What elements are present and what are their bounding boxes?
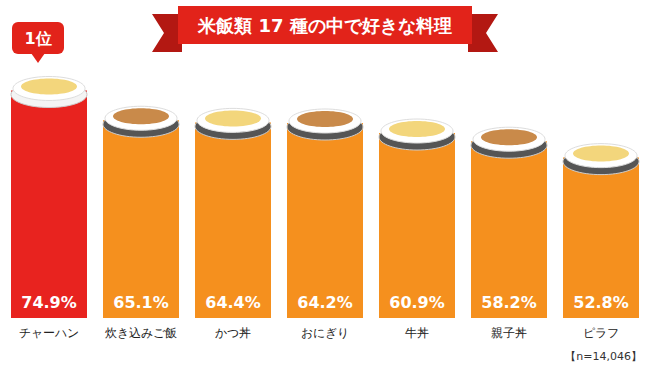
svg-text:64.2%: 64.2% [297, 293, 353, 312]
svg-text:1位: 1位 [24, 29, 51, 48]
svg-text:親子丼: 親子丼 [491, 326, 527, 340]
svg-text:ピラフ: ピラフ [583, 326, 619, 340]
svg-text:米飯類 17 種の中で好きな料理: 米飯類 17 種の中で好きな料理 [197, 15, 452, 36]
svg-text:炊き込みご飯: 炊き込みご飯 [105, 326, 177, 340]
svg-text:58.2%: 58.2% [481, 293, 537, 312]
svg-text:74.9%: 74.9% [21, 293, 77, 312]
svg-text:60.9%: 60.9% [389, 293, 445, 312]
svg-text:牛丼: 牛丼 [405, 326, 429, 340]
svg-text:52.8%: 52.8% [573, 293, 629, 312]
svg-text:【n=14,046】: 【n=14,046】 [565, 350, 642, 363]
svg-text:チャーハン: チャーハン [19, 326, 79, 340]
svg-text:かつ丼: かつ丼 [215, 326, 251, 340]
svg-text:65.1%: 65.1% [113, 293, 169, 312]
svg-text:64.4%: 64.4% [205, 293, 261, 312]
svg-text:おにぎり: おにぎり [301, 326, 349, 340]
